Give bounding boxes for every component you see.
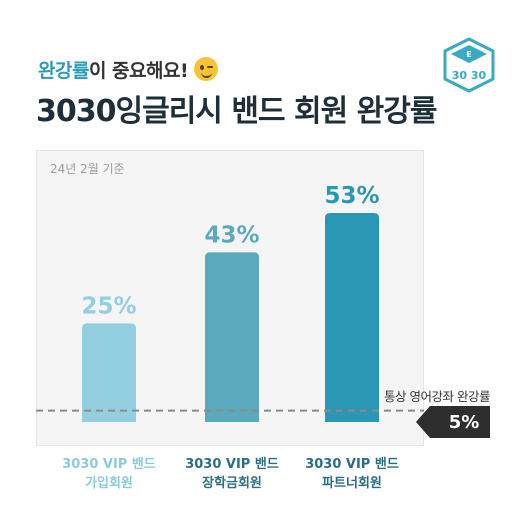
subtitle-accent: 완강률 xyxy=(38,60,89,82)
winking-face-icon xyxy=(194,57,219,81)
reference-value-badge: 5% xyxy=(416,406,490,438)
category-label: 3030 VIP 밴드 xyxy=(185,457,279,472)
logo-text: 30 30 xyxy=(452,69,487,82)
bar xyxy=(82,323,136,422)
subtitle-text: 이 중요해요! xyxy=(88,60,189,82)
page-title: 3030잉글리시 밴드 회원 완강률 xyxy=(36,94,437,129)
category-label: 가입회원 xyxy=(85,475,133,491)
data-basis-note: 24년 2월 기준 xyxy=(50,162,125,176)
category-label: 장학금회원 xyxy=(202,475,262,491)
logo-cube-icon: E 30 30 xyxy=(443,37,495,93)
svg-text:E: E xyxy=(466,50,471,59)
bar xyxy=(205,252,259,422)
category-label: 파트너회원 xyxy=(322,475,382,491)
category-label: 3030 VIP 밴드 xyxy=(62,457,156,472)
subtitle: 완강률이 중요해요! xyxy=(38,56,219,83)
category-label: 3030 VIP 밴드 xyxy=(305,457,399,472)
data-label: 25% xyxy=(81,293,136,319)
data-label: 43% xyxy=(204,222,259,248)
bar xyxy=(325,213,379,422)
data-label: 53% xyxy=(324,183,379,209)
reference-value: 5% xyxy=(448,411,480,433)
reference-label: 통상 영어강좌 완강률 xyxy=(384,389,490,404)
